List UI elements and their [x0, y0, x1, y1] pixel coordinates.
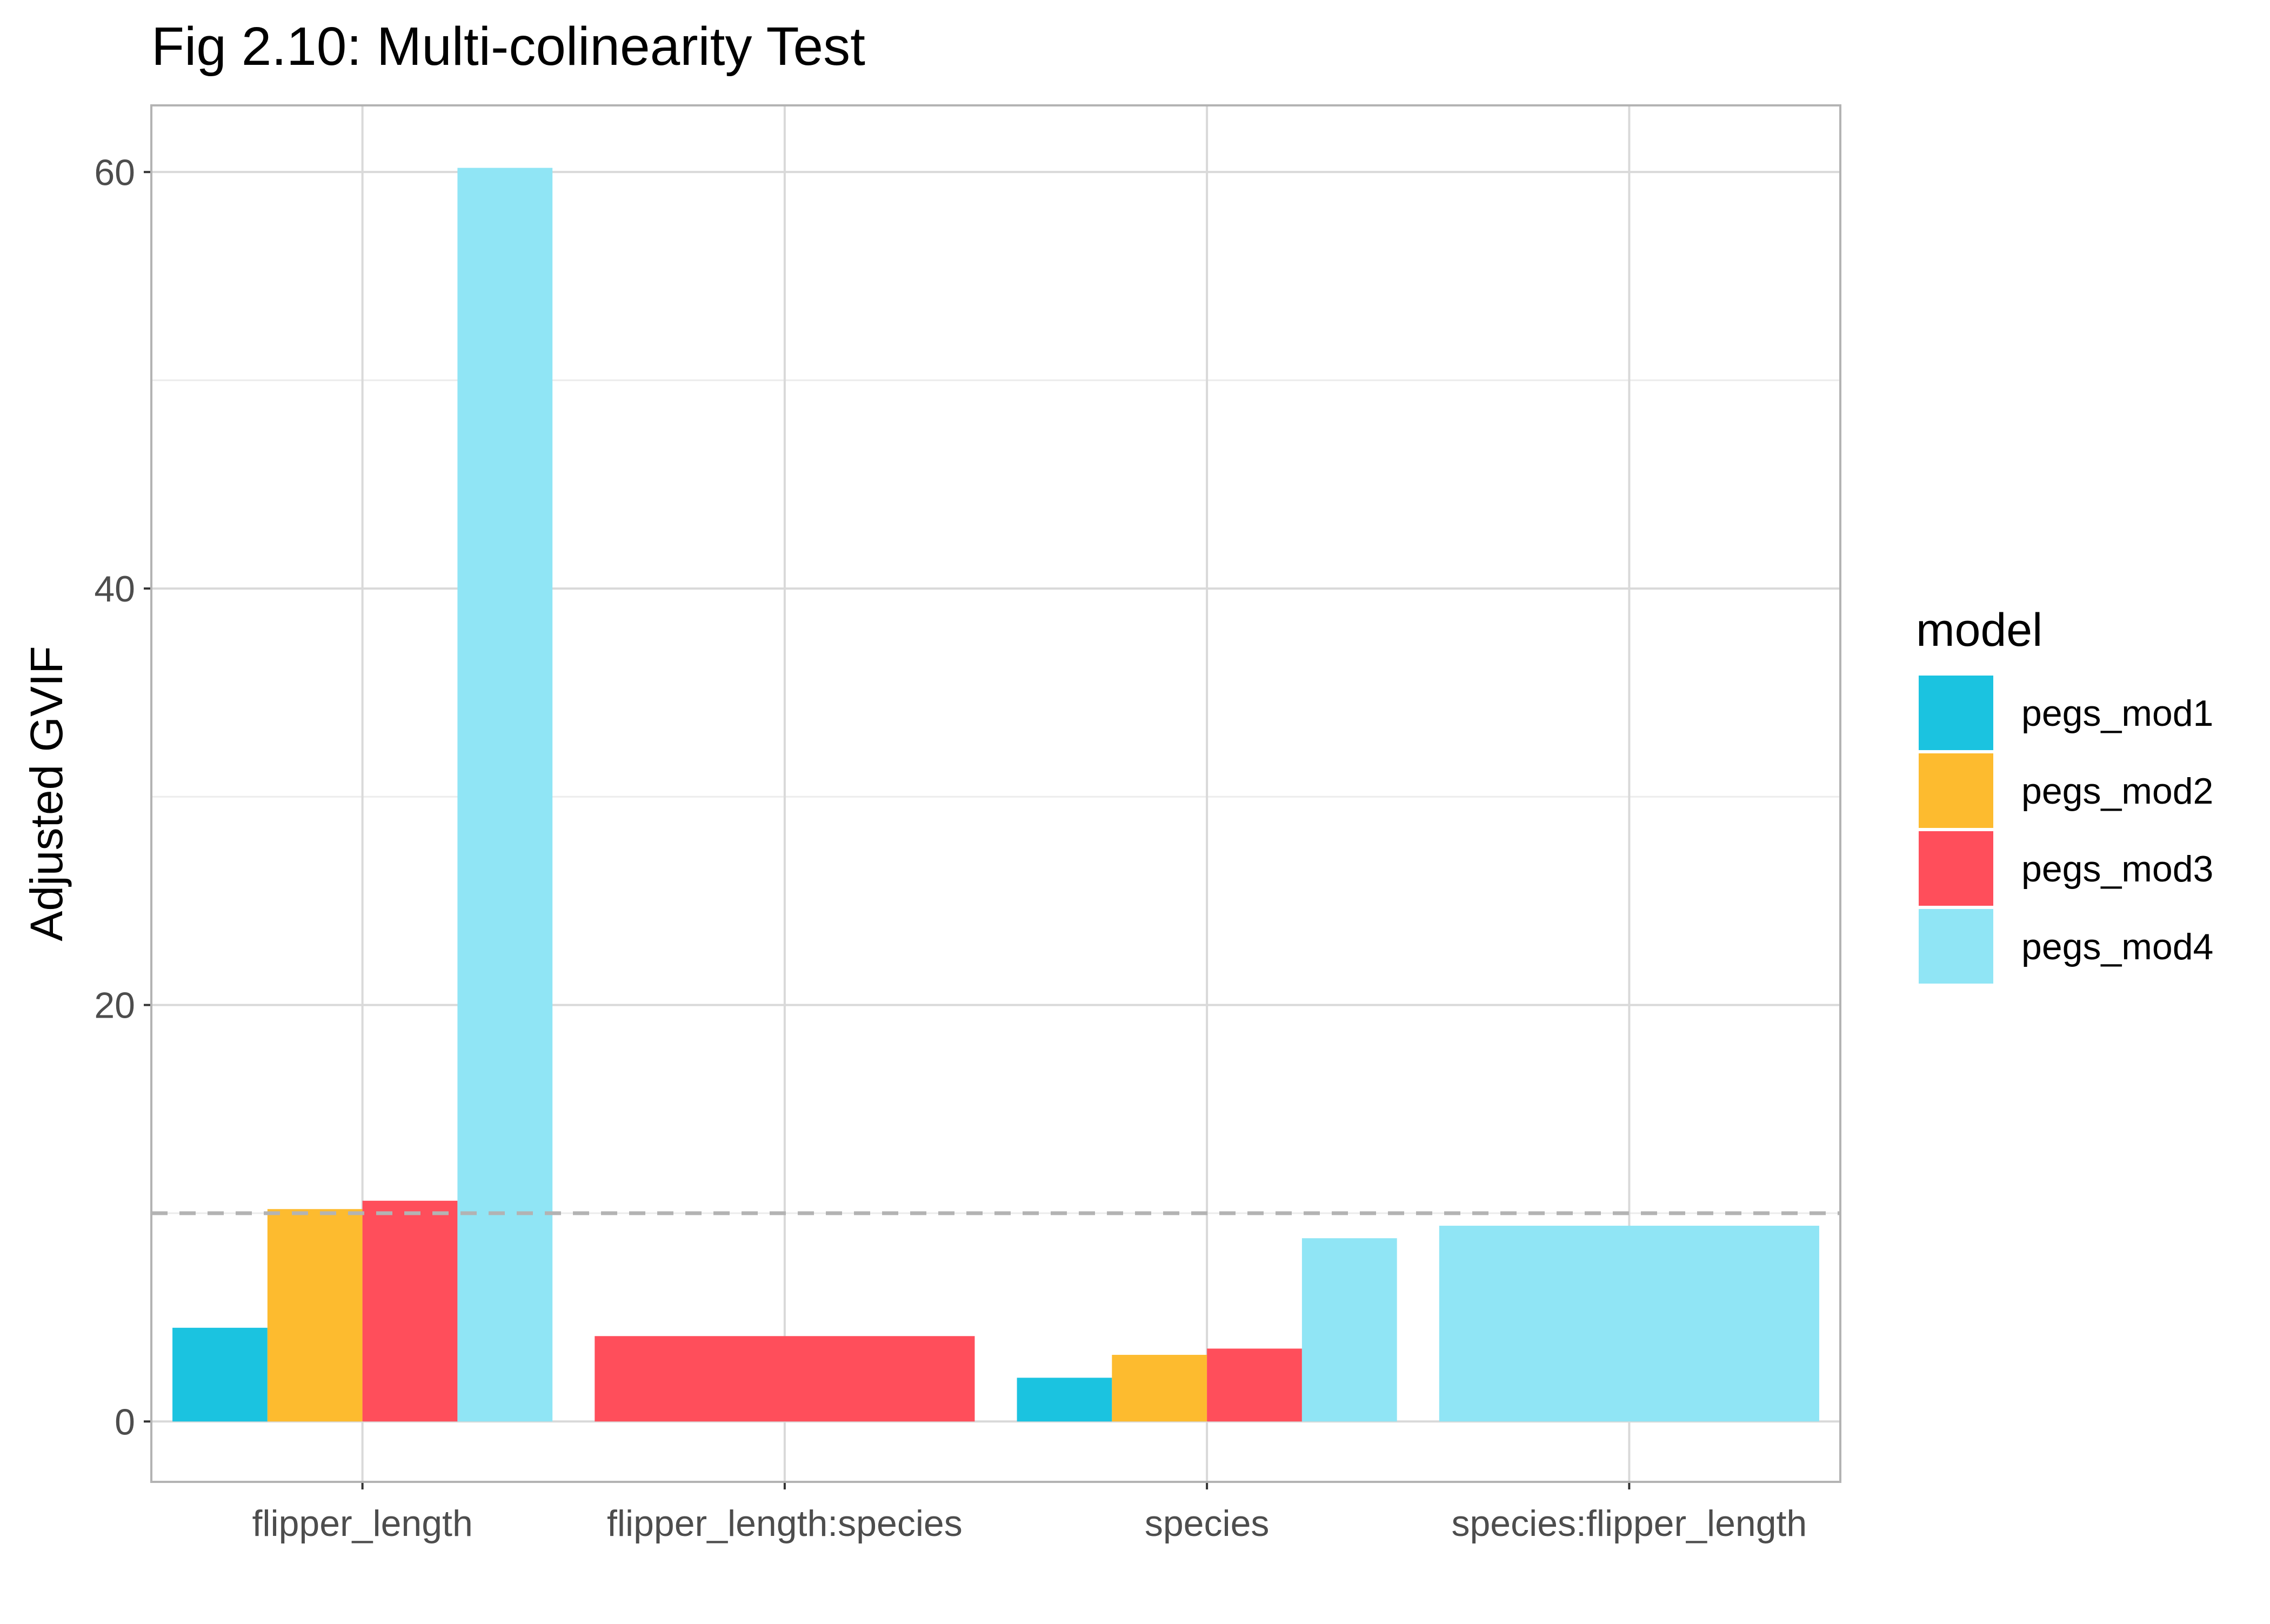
bar-pegs_mod3	[362, 1200, 458, 1422]
bar-pegs_mod4	[1301, 1238, 1397, 1422]
plot-panel-border	[150, 104, 1841, 1483]
y-tick-label: 40	[94, 569, 135, 610]
y-tick-label: 0	[115, 1401, 135, 1442]
axes: 0 20 40 60 flipper_length flipper_length:spec…	[94, 104, 1841, 1544]
x-tick-label: flipper_length	[252, 1503, 472, 1544]
bar-pegs_mod2	[267, 1209, 363, 1422]
y-axis-title: Adjusted GVIF	[21, 646, 72, 941]
bar-pegs_mod3	[1207, 1348, 1302, 1422]
legend-key-pegs_mod4	[1919, 909, 1993, 984]
legend-label: pegs_mod4	[2021, 926, 2213, 967]
legend-title: model	[1916, 604, 2042, 656]
bar-pegs_mod4	[457, 168, 553, 1422]
legend-key-pegs_mod2	[1919, 753, 1993, 828]
y-tick-label: 60	[94, 152, 135, 193]
legend-label: pegs_mod1	[2021, 693, 2213, 734]
x-tick-label: species:flipper_length	[1451, 1503, 1807, 1544]
x-tick-label: flipper_length:species	[607, 1503, 963, 1544]
bar-pegs_mod1	[172, 1327, 268, 1422]
legend: model pegs_mod1 pegs_mod2 pegs_mod3 pegs_mo…	[1916, 604, 2213, 984]
bar-pegs_mod2	[1112, 1354, 1207, 1422]
bar-pegs_mod3	[595, 1336, 975, 1422]
legend-key-pegs_mod1	[1919, 676, 1993, 750]
legend-label: pegs_mod3	[2021, 848, 2213, 890]
x-tick-label: species	[1145, 1503, 1270, 1544]
legend-label: pegs_mod2	[2021, 771, 2213, 812]
legend-key-pegs_mod3	[1919, 831, 1993, 906]
y-tick-label: 20	[94, 985, 135, 1026]
bar-pegs_mod4	[1439, 1226, 1819, 1422]
bars	[172, 168, 1819, 1422]
bar-pegs_mod1	[1017, 1378, 1112, 1422]
chart-title: Fig 2.10: Multi-colinearity Test	[151, 16, 865, 77]
